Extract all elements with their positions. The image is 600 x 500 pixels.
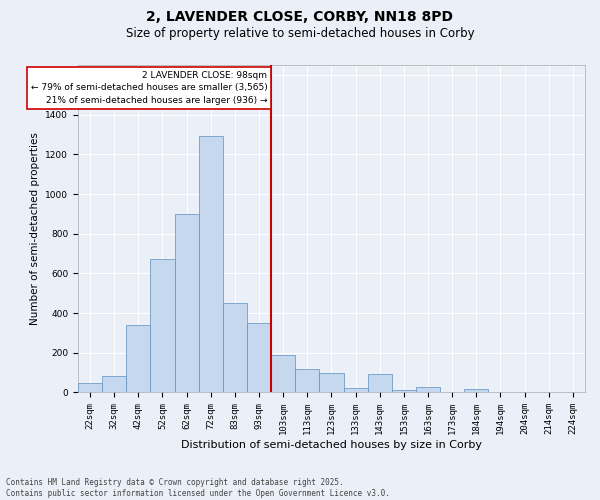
Bar (199, 136, 223, 392)
Bar (126, 325, 151, 392)
Bar (247, 323, 271, 392)
Bar (78, 382, 102, 392)
Bar (102, 376, 126, 392)
Bar (271, 355, 295, 393)
Bar (223, 303, 247, 392)
Y-axis label: Number of semi-detached properties: Number of semi-detached properties (29, 132, 40, 325)
Text: Contains HM Land Registry data © Crown copyright and database right 2025.
Contai: Contains HM Land Registry data © Crown c… (6, 478, 390, 498)
Text: 2 LAVENDER CLOSE: 98sqm
← 79% of semi-detached houses are smaller (3,565)
21% of: 2 LAVENDER CLOSE: 98sqm ← 79% of semi-de… (31, 71, 268, 105)
Bar (295, 368, 319, 392)
Text: Size of property relative to semi-detached houses in Corby: Size of property relative to semi-detach… (125, 28, 475, 40)
Bar (344, 388, 368, 392)
Bar (464, 388, 488, 392)
X-axis label: Distribution of semi-detached houses by size in Corby: Distribution of semi-detached houses by … (181, 440, 482, 450)
Bar (368, 374, 392, 392)
Bar (392, 390, 416, 392)
Bar (151, 260, 175, 392)
Bar (175, 214, 199, 392)
Bar (416, 386, 440, 392)
Text: 2, LAVENDER CLOSE, CORBY, NN18 8PD: 2, LAVENDER CLOSE, CORBY, NN18 8PD (146, 10, 454, 24)
Bar (319, 372, 344, 392)
